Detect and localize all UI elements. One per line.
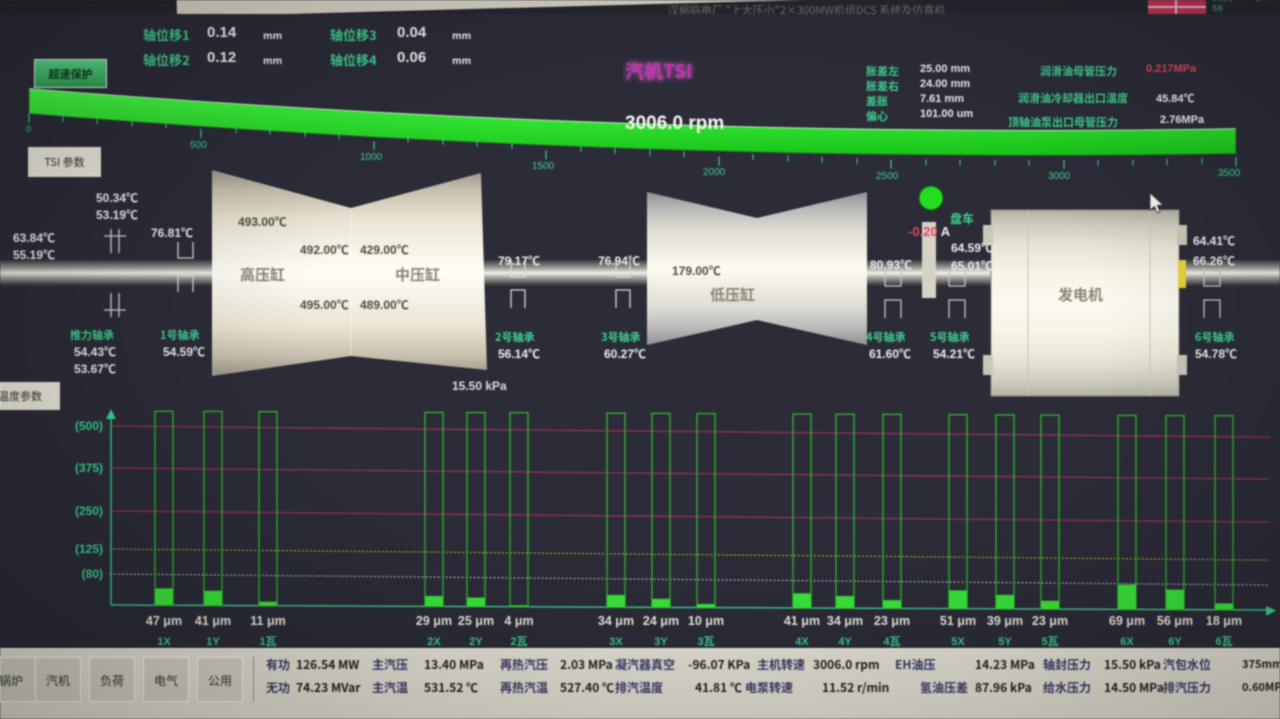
svg-text:(375): (375) (75, 461, 103, 475)
svg-text:4Y: 4Y (838, 636, 852, 648)
svg-text:41 μm: 41 μm (195, 614, 231, 628)
svg-text:18 μm: 18 μm (1206, 614, 1242, 628)
svg-text:2500: 2500 (876, 171, 899, 182)
svg-text:51 μm: 51 μm (940, 614, 976, 628)
svg-text:2000: 2000 (703, 167, 726, 178)
svg-text:5X: 5X (951, 636, 965, 648)
svg-text:4瓦: 4瓦 (883, 635, 900, 648)
svg-text:34 μm: 34 μm (598, 614, 634, 628)
svg-text:69 μm: 69 μm (1109, 614, 1145, 628)
svg-text:2瓦: 2瓦 (510, 635, 527, 648)
svg-text:23 μm: 23 μm (1032, 614, 1068, 628)
svg-text:24 μm: 24 μm (643, 614, 679, 628)
svg-text:0: 0 (26, 124, 31, 134)
svg-text:34 μm: 34 μm (827, 614, 863, 628)
svg-text:29 μm: 29 μm (416, 614, 452, 628)
svg-text:1500: 1500 (532, 161, 555, 172)
svg-text:3X: 3X (609, 636, 623, 648)
svg-text:41 μm: 41 μm (784, 614, 820, 628)
svg-text:(80): (80) (82, 567, 103, 581)
svg-text:47 μm: 47 μm (146, 614, 182, 628)
svg-text:1Y: 1Y (206, 636, 220, 648)
svg-text:4 μm: 4 μm (504, 614, 533, 628)
svg-text:1X: 1X (157, 636, 171, 648)
svg-text:56 μm: 56 μm (1157, 614, 1193, 628)
svg-text:2Y: 2Y (469, 636, 483, 648)
svg-text:1瓦: 1瓦 (259, 635, 276, 648)
svg-text:(250): (250) (75, 504, 103, 518)
svg-text:1000: 1000 (360, 152, 383, 163)
svg-text:10 μm: 10 μm (688, 614, 724, 628)
svg-text:39 μm: 39 μm (987, 614, 1023, 628)
svg-text:6X: 6X (1120, 636, 1134, 648)
svg-text:6瓦: 6瓦 (1215, 635, 1232, 648)
svg-text:(125): (125) (75, 542, 103, 556)
svg-text:6Y: 6Y (1168, 636, 1182, 648)
svg-text:3瓦: 3瓦 (697, 635, 714, 648)
svg-text:2X: 2X (427, 636, 441, 648)
svg-text:5Y: 5Y (998, 636, 1012, 648)
svg-text:25 μm: 25 μm (458, 614, 494, 628)
svg-text:3000: 3000 (1048, 171, 1071, 182)
svg-text:500: 500 (190, 140, 207, 151)
svg-text:4X: 4X (795, 636, 809, 648)
svg-text:11 μm: 11 μm (250, 614, 285, 628)
svg-text:5瓦: 5瓦 (1041, 635, 1058, 648)
svg-text:3Y: 3Y (654, 636, 668, 648)
svg-text:23 μm: 23 μm (874, 614, 910, 628)
svg-text:(500): (500) (75, 419, 103, 433)
svg-text:3500: 3500 (1218, 168, 1241, 179)
